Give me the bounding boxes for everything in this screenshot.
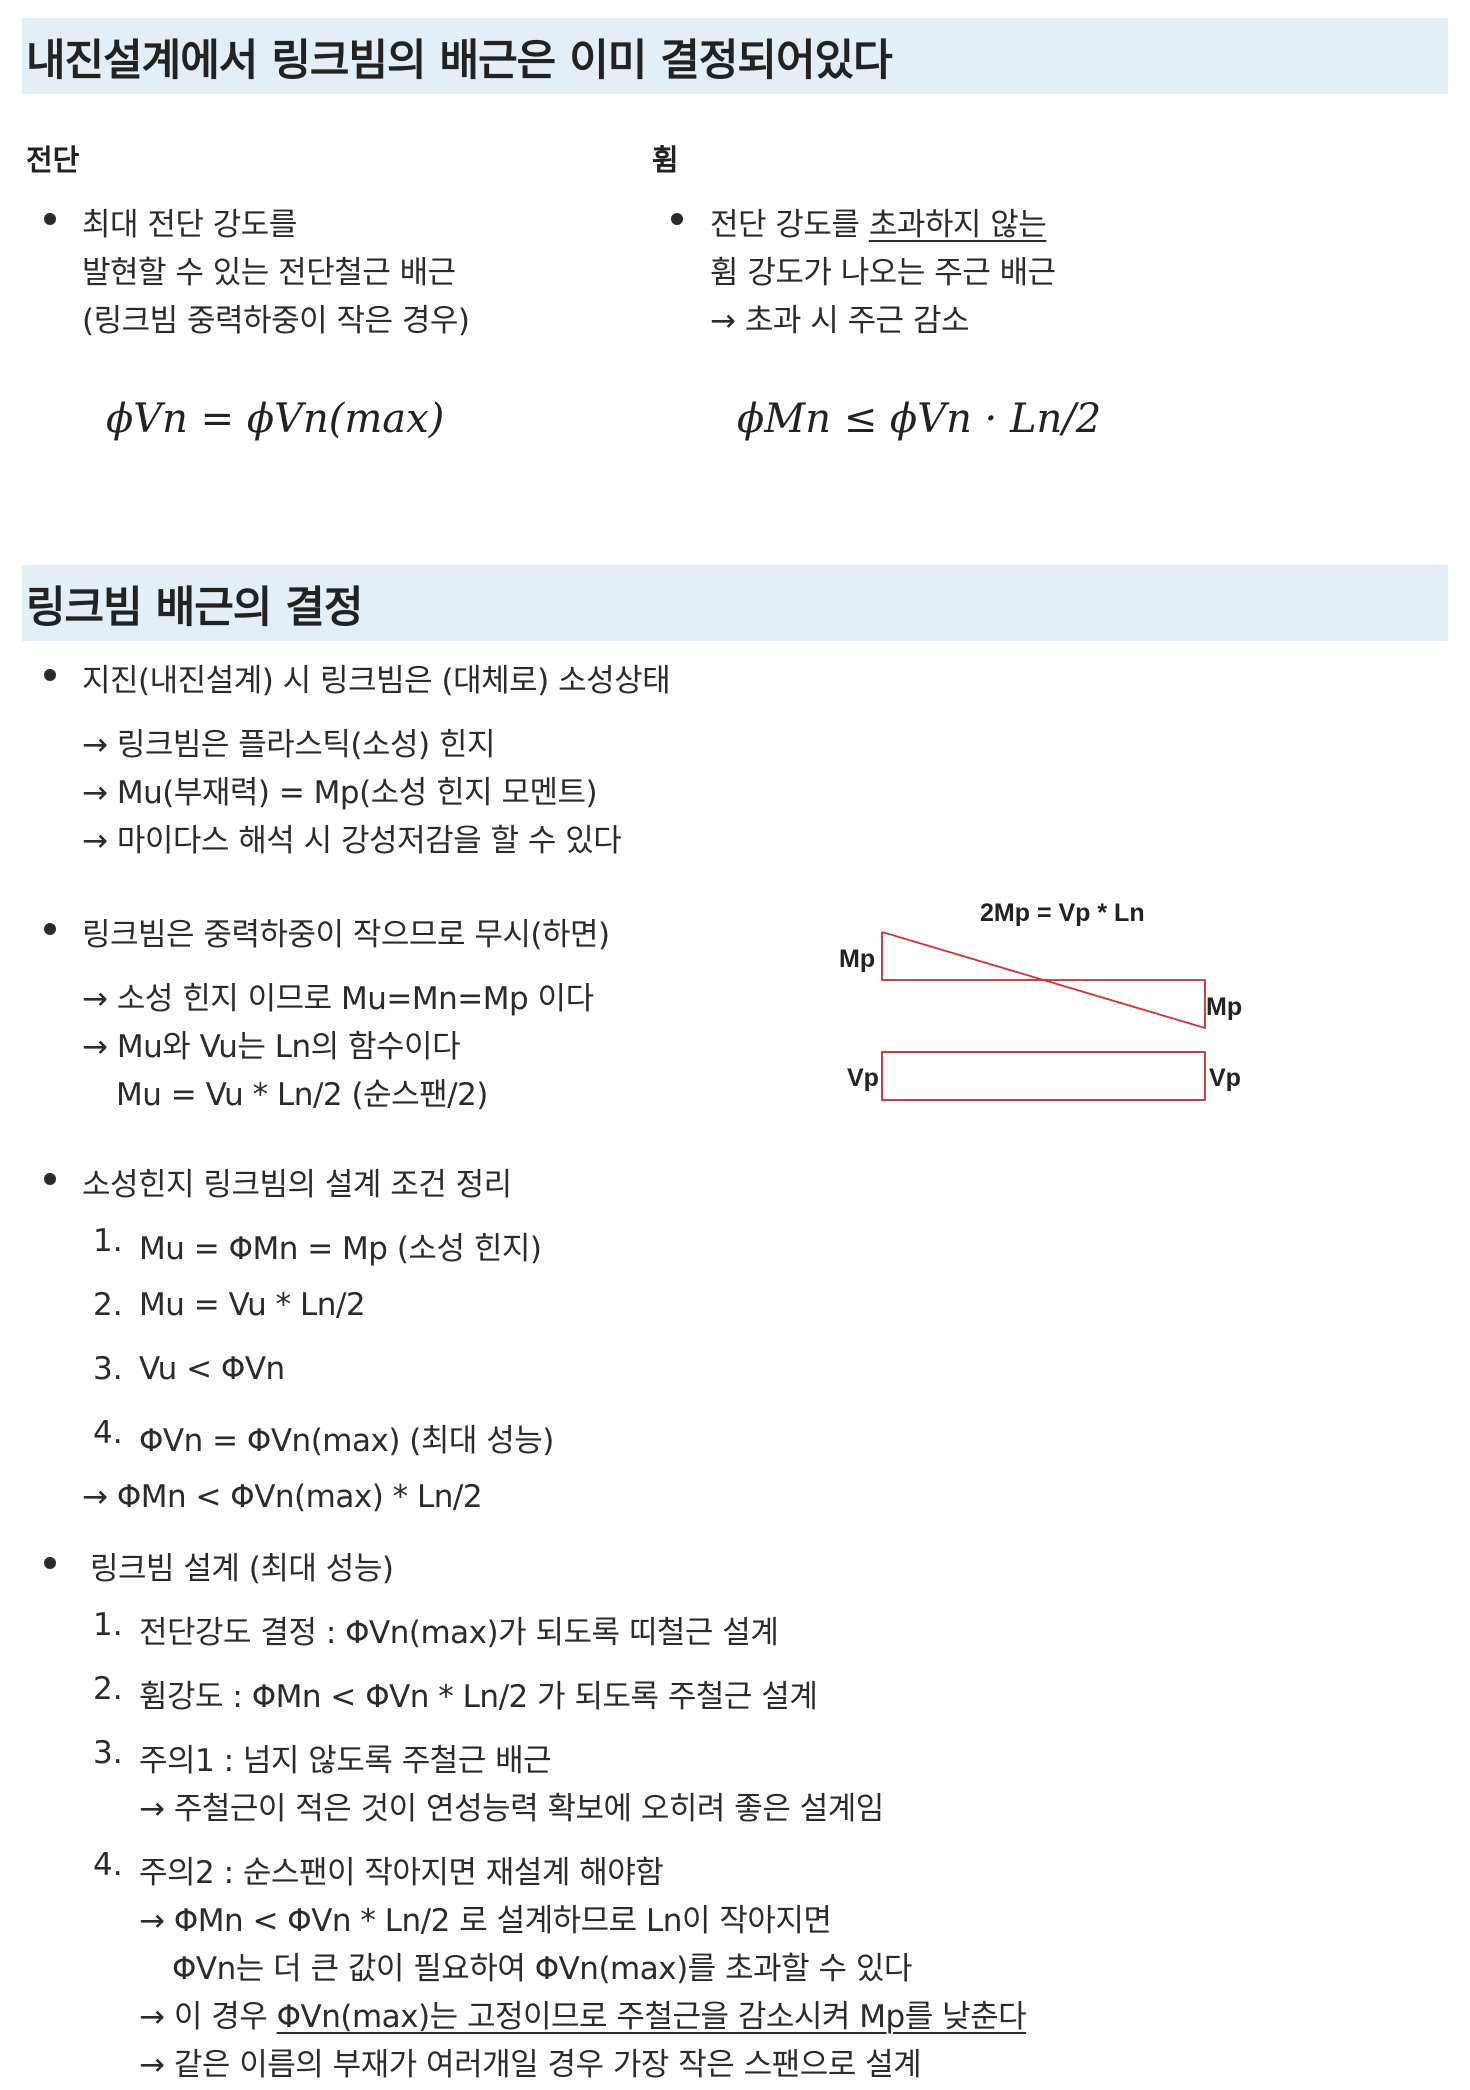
list-number: 4. [93, 1415, 123, 1451]
list-item-sub: → 주철근이 적은 것이 연성능력 확보에 오히려 좋은 설계임 [139, 1791, 884, 1827]
section-header-band [22, 565, 1448, 641]
diagram-top-label: 2Mp = Vp * Ln [980, 899, 1145, 927]
section-title: 내진설계에서 링크빔의 배근은 이미 결정되어있다 [26, 36, 893, 86]
bullet-4-text: 링크빔 설계 (최대 성능) [90, 1551, 394, 1587]
list-item: Mu = Vu * Ln/2 [139, 1287, 366, 1323]
list-number: 1. [93, 1223, 123, 1259]
bullet-3-text: 소성힌지 링크빔의 설계 조건 정리 [82, 1167, 512, 1203]
bullet [44, 669, 56, 681]
bending-line-1-underlined: 초과하지 않는 [868, 207, 1047, 243]
list-item: 전단강도 결정 : ΦVn(max)가 되도록 띠철근 설계 [139, 1615, 779, 1651]
bullet-3-conclusion: → ΦMn < ΦVn(max) * Ln/2 [82, 1479, 483, 1515]
section-title: 링크빔 배근의 결정 [26, 583, 363, 633]
bullet-1-line-2: → Mu(부재력) = Mp(소성 힌지 모멘트) [82, 775, 598, 811]
list-item-sub: → ΦMn < ΦVn * Ln/2 로 설계하므로 Ln이 작아지면 [139, 1903, 832, 1939]
list-item: Mu = ΦMn = Mp (소성 힌지) [139, 1231, 542, 1267]
bullet [671, 213, 683, 225]
list-number: 3. [93, 1735, 123, 1771]
section-header-band [22, 18, 1448, 94]
list-number: 4. [93, 1847, 123, 1883]
bullet-1-text: 지진(내진설계) 시 링크빔은 (대체로) 소성상태 [82, 663, 671, 699]
shear-diagram [881, 1051, 1206, 1101]
list-item: 휨강도 : ΦMn < ΦVn * Ln/2 가 되도록 주철근 설계 [139, 1679, 818, 1715]
bullet [44, 1173, 56, 1185]
bullet-2-line-3: Mu = Vu * Ln/2 (순스팬/2) [116, 1077, 488, 1113]
bullet [44, 213, 56, 225]
list-number: 2. [93, 1671, 123, 1707]
bullet-1-line-3: → 마이다스 해석 시 강성저감을 할 수 있다 [82, 823, 622, 859]
bullet-2-line-1: → 소성 힌지 이므로 Mu=Mn=Mp 이다 [82, 981, 594, 1017]
shear-right-label: Vp [1209, 1064, 1241, 1092]
shear-line-3: (링크빔 중력하중이 작은 경우) [82, 303, 470, 339]
shear-diagram-outline [881, 1051, 1206, 1101]
shear-left-label: Vp [847, 1064, 879, 1092]
bullet-2-text: 링크빔은 중력하중이 작으므로 무시(하면) [82, 917, 610, 953]
moment-right-label: Mp [1206, 993, 1242, 1021]
moment-line [881, 931, 1206, 1029]
list-number: 1. [93, 1607, 123, 1643]
shear-heading: 전단 [26, 143, 80, 177]
bending-line-1: 전단 강도를 초과하지 않는 [710, 199, 1047, 244]
list-item: Vu < ΦVn [139, 1351, 285, 1387]
moment-shear-diagram: 2Mp = Vp * Ln Mp Mp Vp Vp [839, 899, 1242, 1101]
bending-line-1-text: 전단 강도를 [710, 207, 869, 243]
shear-formula: ϕVn = ϕVn(max) [106, 396, 445, 442]
shear-line-2: 발현할 수 있는 전단철근 배근 [82, 255, 456, 291]
bullet [44, 923, 56, 935]
bullet [44, 1557, 56, 1569]
list-item-sub: → 같은 이름의 부재가 여러개일 경우 가장 작은 스팬으로 설계 [139, 2047, 922, 2083]
moment-left-label: Mp [839, 945, 875, 973]
list-number: 3. [93, 1351, 123, 1387]
shear-line-1: 최대 전단 강도를 [82, 207, 297, 243]
list-item: 주의1 : 넘지 않도록 주철근 배근 [139, 1743, 552, 1779]
list-item: 주의2 : 순스팬이 작아지면 재설계 해야함 [139, 1855, 664, 1891]
list-item-sub-text: → 이 경우 [139, 1999, 277, 2035]
list-item-sub-underlined: ΦVn(max)는 고정이므로 주철근을 감소시켜 Mp를 낮춘다 [276, 1999, 1027, 2035]
bullet-2-line-2: → Mu와 Vu는 Ln의 함수이다 [82, 1029, 461, 1065]
bending-heading: 휨 [652, 143, 679, 177]
list-item-sub: → 이 경우 ΦVn(max)는 고정이므로 주철근을 감소시켜 Mp를 낮춘다 [139, 1991, 1027, 2036]
bullet-1-line-1: → 링크빔은 플라스틱(소성) 힌지 [82, 727, 495, 763]
list-item-sub: ΦVn는 더 큰 값이 필요하여 ΦVn(max)를 초과할 수 있다 [172, 1951, 912, 1987]
bending-line-2: 휨 강도가 나오는 주근 배근 [710, 255, 1056, 291]
list-item: ΦVn = ΦVn(max) (최대 성능) [139, 1423, 554, 1459]
bending-line-3: → 초과 시 주근 감소 [710, 303, 970, 339]
list-number: 2. [93, 1287, 123, 1323]
bending-formula: ϕMn ≤ ϕVn · Ln/2 [737, 396, 1102, 442]
